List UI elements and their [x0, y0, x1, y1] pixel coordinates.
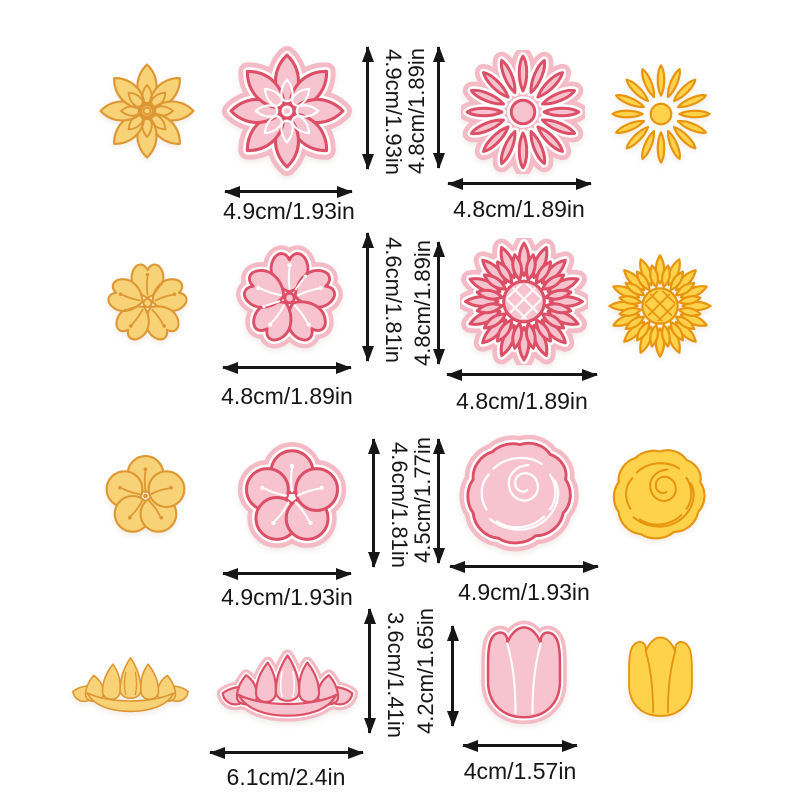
plum-horizontal-arrow	[223, 572, 351, 575]
sunflower-horizontal-label: 4.8cm/1.89in	[456, 388, 588, 414]
sunflower-cookie	[605, 251, 715, 361]
tulip-vertical-arrow	[451, 626, 454, 726]
rose-cookie	[601, 443, 719, 549]
lotus-cookie	[62, 645, 199, 725]
sakura-cookie	[93, 57, 201, 165]
sakura-vertical-arrow	[366, 47, 369, 169]
lotus-vertical-arrow	[368, 609, 371, 733]
plum-vertical-label: 4.6cm/1.81in	[387, 442, 412, 568]
daisy-horizontal-label: 4.8cm/1.89in	[453, 196, 585, 222]
sakura-vertical-label: 4.9cm/1.93in	[381, 49, 406, 175]
sunflower-horizontal-arrow	[447, 373, 597, 376]
daisy-vertical-arrow	[437, 47, 440, 168]
tulip-horizontal-label: 4cm/1.57in	[463, 758, 577, 784]
sunflower-vertical-arrow	[437, 242, 440, 364]
lotus-vertical-label: 3.6cm/1.41in	[383, 612, 408, 738]
tulip-cookie	[610, 631, 711, 728]
daisy-vertical-label: 4.8cm/1.89in	[404, 48, 429, 174]
daisy-cookie	[603, 60, 719, 168]
tulip-horizontal-arrow	[463, 744, 577, 747]
blossom-horizontal-label: 4.8cm/1.89in	[221, 383, 353, 409]
tulip-vertical-label: 4.2cm/1.65in	[413, 608, 438, 734]
daisy-horizontal-arrow	[448, 182, 591, 185]
rose-vertical-arrow	[437, 439, 440, 563]
sakura-horizontal-label: 4.9cm/1.93in	[223, 198, 355, 224]
blossom-cutter	[230, 238, 349, 358]
sunflower-cutter	[460, 238, 588, 365]
plum-cutter	[230, 436, 354, 559]
plum-cookie	[93, 441, 198, 551]
lotus-horizontal-label: 6.1cm/2.4in	[226, 764, 346, 790]
lotus-horizontal-arrow	[210, 751, 363, 754]
blossom-vertical-arrow	[366, 233, 369, 361]
plum-horizontal-label: 4.9cm/1.93in	[221, 584, 353, 610]
rose-vertical-label: 4.5cm/1.77in	[410, 437, 435, 563]
sunflower-vertical-label: 4.8cm/1.89in	[410, 240, 435, 366]
lotus-cutter	[215, 641, 360, 731]
blossom-vertical-label: 4.6cm/1.81in	[381, 237, 406, 363]
blossom-horizontal-arrow	[223, 366, 351, 369]
sakura-horizontal-arrow	[225, 190, 352, 193]
tulip-cutter	[470, 620, 578, 731]
sakura-cutter	[222, 46, 352, 176]
daisy-cutter	[461, 50, 585, 174]
blossom-cookie	[96, 250, 199, 356]
plum-vertical-arrow	[372, 439, 375, 567]
rose-cutter	[458, 435, 582, 555]
rose-horizontal-label: 4.9cm/1.93in	[458, 579, 590, 605]
rose-horizontal-arrow	[450, 565, 598, 568]
